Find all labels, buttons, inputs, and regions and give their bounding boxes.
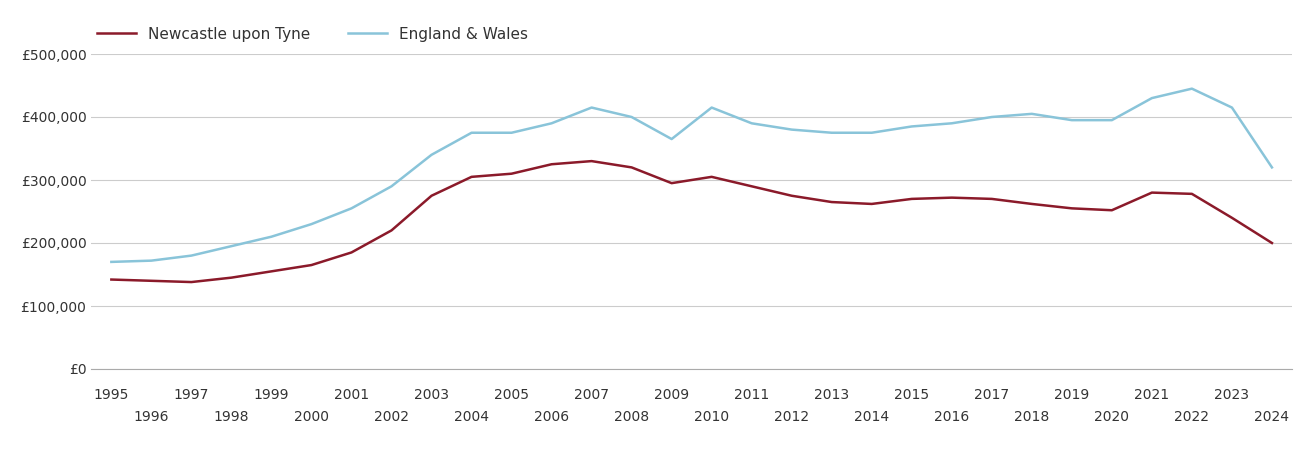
Newcastle upon Tyne xyxy=(223,275,239,280)
Text: 2008: 2008 xyxy=(615,410,649,424)
Text: 2021: 2021 xyxy=(1134,388,1169,402)
England & Wales xyxy=(504,130,519,135)
Text: 2014: 2014 xyxy=(855,410,889,424)
Newcastle upon Tyne xyxy=(583,158,599,164)
Text: 1998: 1998 xyxy=(214,410,249,424)
England & Wales xyxy=(624,114,639,120)
Newcastle upon Tyne xyxy=(1024,201,1040,207)
Text: 2013: 2013 xyxy=(814,388,850,402)
Text: 2006: 2006 xyxy=(534,410,569,424)
England & Wales xyxy=(864,130,880,135)
Text: 2018: 2018 xyxy=(1014,410,1049,424)
England & Wales xyxy=(1104,117,1120,123)
Text: 2000: 2000 xyxy=(294,410,329,424)
Text: 1995: 1995 xyxy=(94,388,129,402)
Newcastle upon Tyne xyxy=(103,277,119,282)
Newcastle upon Tyne xyxy=(784,193,800,198)
England & Wales xyxy=(1265,165,1280,170)
England & Wales xyxy=(304,221,320,227)
Newcastle upon Tyne xyxy=(703,174,719,180)
England & Wales xyxy=(944,121,959,126)
England & Wales xyxy=(1024,111,1040,117)
Newcastle upon Tyne xyxy=(144,278,159,284)
Newcastle upon Tyne xyxy=(1184,191,1199,197)
Newcastle upon Tyne xyxy=(624,165,639,170)
Text: 1996: 1996 xyxy=(133,410,170,424)
Newcastle upon Tyne xyxy=(904,196,920,202)
Newcastle upon Tyne xyxy=(744,184,760,189)
England & Wales xyxy=(664,136,680,142)
Text: 1997: 1997 xyxy=(174,388,209,402)
Text: 2010: 2010 xyxy=(694,410,729,424)
Text: 2016: 2016 xyxy=(934,410,970,424)
Text: 2019: 2019 xyxy=(1054,388,1090,402)
England & Wales xyxy=(184,253,200,258)
Newcastle upon Tyne xyxy=(343,250,359,255)
Text: 2005: 2005 xyxy=(495,388,529,402)
Newcastle upon Tyne xyxy=(664,180,680,186)
England & Wales xyxy=(583,105,599,110)
England & Wales xyxy=(1064,117,1079,123)
Text: 2012: 2012 xyxy=(774,410,809,424)
Text: 2023: 2023 xyxy=(1215,388,1249,402)
England & Wales xyxy=(703,105,719,110)
England & Wales xyxy=(1224,105,1240,110)
Text: 2015: 2015 xyxy=(894,388,929,402)
England & Wales xyxy=(223,243,239,249)
Text: 2001: 2001 xyxy=(334,388,369,402)
England & Wales xyxy=(264,234,279,239)
Newcastle upon Tyne xyxy=(304,262,320,268)
Text: 2002: 2002 xyxy=(375,410,408,424)
Newcastle upon Tyne xyxy=(944,195,959,200)
England & Wales xyxy=(103,259,119,265)
England & Wales xyxy=(1184,86,1199,91)
England & Wales xyxy=(463,130,479,135)
England & Wales xyxy=(144,258,159,263)
England & Wales xyxy=(544,121,560,126)
England & Wales xyxy=(904,124,920,129)
Newcastle upon Tyne xyxy=(264,269,279,274)
Newcastle upon Tyne xyxy=(1144,190,1160,195)
Newcastle upon Tyne xyxy=(184,279,200,285)
Text: 2024: 2024 xyxy=(1254,410,1289,424)
England & Wales xyxy=(424,152,440,158)
Newcastle upon Tyne xyxy=(424,193,440,198)
Newcastle upon Tyne xyxy=(1064,206,1079,211)
Legend: Newcastle upon Tyne, England & Wales: Newcastle upon Tyne, England & Wales xyxy=(91,21,534,48)
Newcastle upon Tyne xyxy=(823,199,839,205)
Line: Newcastle upon Tyne: Newcastle upon Tyne xyxy=(111,161,1272,282)
Newcastle upon Tyne xyxy=(504,171,519,176)
Line: England & Wales: England & Wales xyxy=(111,89,1272,262)
England & Wales xyxy=(784,127,800,132)
England & Wales xyxy=(823,130,839,135)
Newcastle upon Tyne xyxy=(864,201,880,207)
Newcastle upon Tyne xyxy=(1104,207,1120,213)
England & Wales xyxy=(343,206,359,211)
Newcastle upon Tyne xyxy=(544,162,560,167)
Newcastle upon Tyne xyxy=(384,228,399,233)
England & Wales xyxy=(1144,95,1160,101)
Newcastle upon Tyne xyxy=(1224,215,1240,220)
Newcastle upon Tyne xyxy=(463,174,479,180)
Text: 2022: 2022 xyxy=(1174,410,1210,424)
Text: 2004: 2004 xyxy=(454,410,489,424)
England & Wales xyxy=(984,114,1000,120)
Text: 2020: 2020 xyxy=(1095,410,1129,424)
Text: 2011: 2011 xyxy=(733,388,770,402)
England & Wales xyxy=(744,121,760,126)
Newcastle upon Tyne xyxy=(984,196,1000,202)
Text: 2007: 2007 xyxy=(574,388,609,402)
England & Wales xyxy=(384,184,399,189)
Text: 2003: 2003 xyxy=(414,388,449,402)
Text: 2017: 2017 xyxy=(975,388,1009,402)
Text: 2009: 2009 xyxy=(654,388,689,402)
Newcastle upon Tyne xyxy=(1265,240,1280,246)
Text: 1999: 1999 xyxy=(253,388,290,402)
